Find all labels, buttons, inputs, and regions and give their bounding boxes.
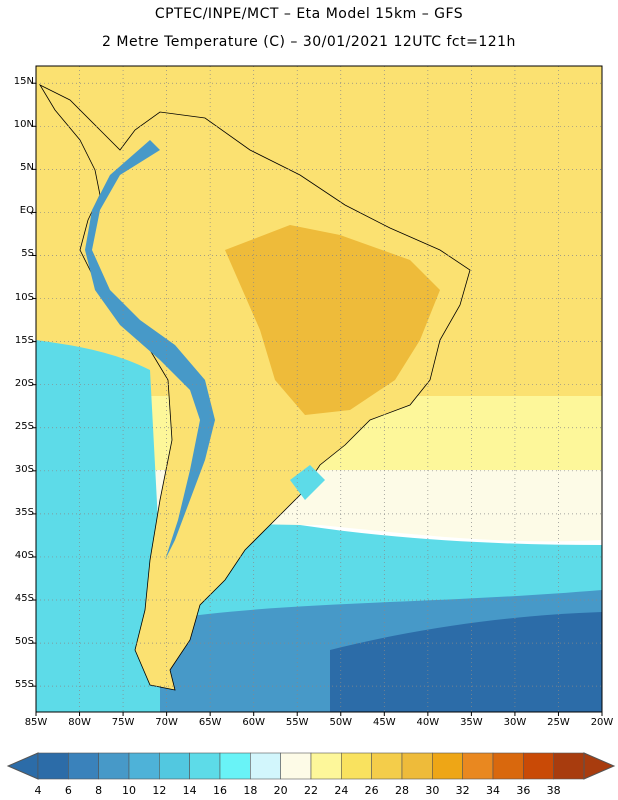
lon-label: 35W	[460, 717, 483, 728]
colorbar-swatch	[159, 752, 190, 780]
colorbar-label: 24	[334, 784, 349, 797]
colorbar-swatch	[310, 752, 342, 780]
lat-label: 45S	[14, 593, 34, 605]
colorbar-swatch	[219, 752, 251, 780]
colorbar-swatch	[341, 752, 372, 780]
axis-ticks	[32, 82, 603, 716]
colorbar-label: 6	[64, 784, 72, 797]
map-frame	[35, 65, 603, 713]
lon-label: 70W	[155, 717, 178, 728]
lat-label: 5N	[20, 162, 34, 174]
map-title: CPTEC/INPE/MCT – Eta Model 15km – GFS	[154, 6, 464, 22]
colorbar-label: 12	[152, 784, 167, 797]
colorbar-label: 30	[425, 784, 440, 797]
colorbar-label: 8	[95, 784, 103, 797]
colorbar-label: 26	[364, 784, 379, 797]
map-subtitle: 2 Metre Temperature (C) – 30/01/2021 12U…	[102, 34, 516, 50]
lat-label: 10S	[14, 291, 34, 303]
colorbar-swatch	[37, 752, 69, 780]
lat-label: 40S	[14, 549, 34, 561]
ocean-cool-west	[36, 340, 160, 560]
lat-label: 15S	[14, 334, 34, 346]
colorbar-label: 34	[486, 784, 500, 797]
colorbar-label: 36	[516, 784, 531, 797]
colorbar-label: 4	[34, 784, 42, 797]
colorbar-swatch	[523, 752, 554, 780]
lon-label: 50W	[329, 717, 353, 728]
colorbar-swatch	[401, 752, 433, 780]
lon-label: 80W	[68, 717, 91, 728]
colorbar-right-arrow	[583, 752, 616, 780]
lat-label: EQ	[19, 205, 34, 217]
lat-label: 25S	[14, 420, 34, 432]
colorbar-label: 18	[243, 784, 258, 797]
colorbar-swatch	[68, 752, 99, 780]
colorbar-swatch	[492, 752, 524, 780]
colorbar	[6, 752, 616, 780]
colorbar-swatch	[371, 752, 403, 780]
colorbar-swatch	[98, 752, 130, 780]
colorbar-label: 28	[395, 784, 409, 797]
map-plot-area	[36, 66, 602, 712]
colorbar-swatch	[189, 752, 221, 780]
colorbar-label: 20	[273, 784, 288, 797]
colorbar-swatch	[553, 752, 585, 780]
colorbar-swatch	[250, 752, 281, 780]
colorbar-left-arrow	[6, 752, 39, 780]
lat-label: 20S	[14, 377, 34, 389]
lon-label: 65W	[198, 717, 222, 728]
lon-label: 60W	[242, 717, 265, 728]
lat-label: 5S	[21, 248, 34, 260]
colorbar-label: 16	[213, 784, 227, 797]
lat-label: 10N	[13, 119, 34, 131]
lat-label: 50S	[14, 636, 34, 648]
lon-label: 55W	[285, 717, 309, 728]
lat-label: 15N	[13, 76, 34, 88]
lon-label: 75W	[111, 717, 135, 728]
colorbar-swatch	[462, 752, 494, 780]
colorbar-label: 22	[304, 784, 318, 797]
lon-label: 25W	[547, 717, 570, 728]
lon-label: 20W	[590, 717, 614, 728]
colorbar-swatch	[280, 752, 312, 780]
lat-label: 55S	[14, 679, 34, 691]
brazil-hot-region	[225, 225, 440, 415]
colorbar-label: 38	[546, 784, 561, 797]
lon-label: 30W	[503, 717, 527, 728]
lat-label: 35S	[14, 506, 34, 518]
colorbar-label: 32	[455, 784, 470, 797]
colorbar-label: 14	[182, 784, 197, 797]
lon-label: 40W	[416, 717, 440, 728]
lagoa-dos-patos	[290, 465, 325, 500]
lat-label: 30S	[14, 463, 34, 475]
colorbar-swatch	[432, 752, 463, 780]
colorbar-swatch	[128, 752, 160, 780]
ocean-coldest-band	[330, 612, 602, 712]
lon-label: 85W	[24, 717, 48, 728]
lon-label: 45W	[372, 717, 396, 728]
colorbar-label: 10	[122, 784, 136, 797]
andes-cold-region	[85, 140, 215, 560]
